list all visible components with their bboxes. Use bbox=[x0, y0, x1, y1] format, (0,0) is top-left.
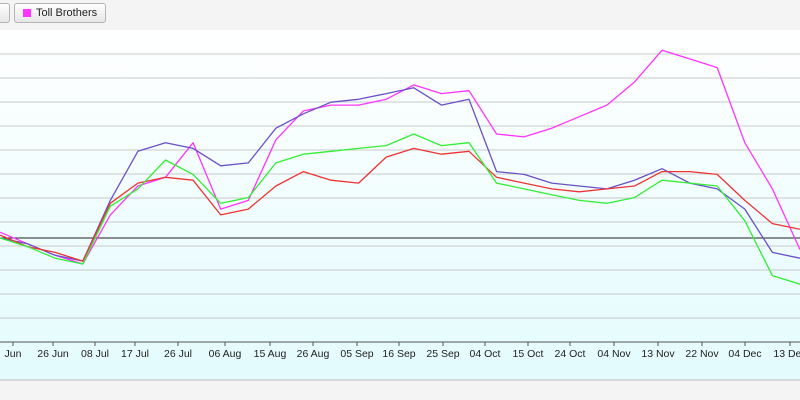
series-line-4 bbox=[0, 133, 800, 285]
x-tick-label: 05 Sep bbox=[340, 348, 373, 360]
x-tick-label: 13 Nov bbox=[641, 348, 675, 360]
x-tick-label: 26 Jul bbox=[164, 348, 192, 360]
x-tick-label: 13 Dec bbox=[773, 348, 800, 360]
x-tick-label: 25 Sep bbox=[426, 348, 459, 360]
series-line-1 bbox=[0, 49, 800, 265]
x-tick-label: 22 Nov bbox=[685, 348, 719, 360]
plot-area bbox=[0, 30, 800, 380]
x-tick-label: 17 Jul bbox=[121, 348, 149, 360]
series-line-3 bbox=[0, 147, 800, 262]
legend: Toll Brothers bbox=[0, 3, 107, 23]
x-tick-label: 08 Jul bbox=[81, 348, 109, 360]
x-tick-label: 04 Dec bbox=[728, 348, 761, 360]
x-tick-label: 24 Oct bbox=[555, 348, 586, 360]
x-tick-label: 15 Aug bbox=[254, 348, 287, 360]
x-tick-label: 04 Nov bbox=[597, 348, 631, 360]
x-tick-label: 06 Aug bbox=[209, 348, 242, 360]
legend-label: Toll Brothers bbox=[36, 7, 98, 19]
legend-swatch-icon bbox=[23, 9, 31, 17]
legend-item-hidden[interactable] bbox=[0, 3, 10, 23]
x-tick-label: 15 Oct bbox=[513, 348, 544, 360]
x-tick-label: Jun bbox=[5, 348, 22, 360]
x-axis-ticks: Jun 26 Jun 08 Jul 17 Jul 26 Jul 06 Aug 15 Aug 2… bbox=[5, 342, 800, 360]
grid-lines bbox=[0, 53, 800, 319]
legend-item-toll-brothers[interactable]: Toll Brothers bbox=[14, 3, 107, 23]
x-tick-label: 16 Sep bbox=[382, 348, 415, 360]
x-tick-label: 26 Aug bbox=[297, 348, 330, 360]
x-tick-label: 26 Jun bbox=[37, 348, 69, 360]
series-layer bbox=[0, 49, 800, 285]
x-tick-label: 04 Oct bbox=[470, 348, 501, 360]
